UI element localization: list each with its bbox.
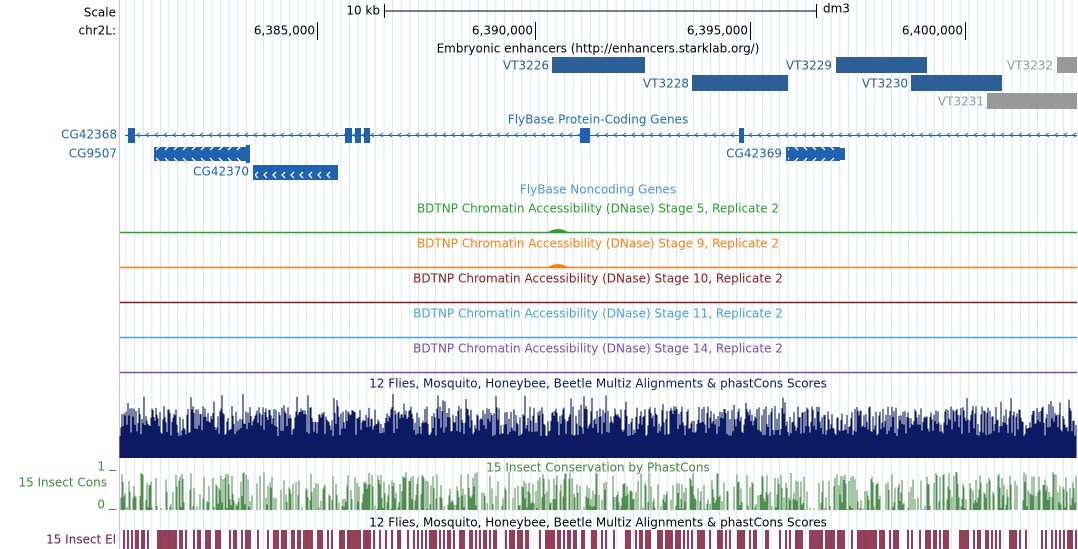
feature-label[interactable]: VT3229 bbox=[786, 59, 832, 73]
elements bbox=[123, 530, 1077, 549]
position: 6,385,000 bbox=[254, 24, 315, 38]
track-title: 12 Flies, Mosquito, Honeybee, Beetle Mul… bbox=[369, 516, 827, 530]
axis-ticks bbox=[109, 470, 116, 510]
track-label[interactable]: 15 Insect Cons bbox=[18, 476, 107, 490]
feature[interactable] bbox=[1057, 57, 1077, 73]
assembly: dm3 bbox=[823, 2, 850, 16]
track-title: BDTNP Chromatin Accessibility (DNase) St… bbox=[417, 202, 779, 216]
track-title: BDTNP Chromatin Accessibility (DNase) St… bbox=[413, 342, 783, 356]
track-title: FlyBase Noncoding Genes bbox=[520, 183, 676, 197]
gene-label[interactable]: CG42370 bbox=[193, 165, 249, 179]
wiggle bbox=[119, 394, 1077, 458]
multiz-wiggle bbox=[119, 394, 1077, 458]
track-title: FlyBase Protein-Coding Genes bbox=[508, 113, 688, 127]
feature[interactable] bbox=[552, 57, 645, 73]
gene-label[interactable]: CG42369 bbox=[726, 147, 782, 161]
exon[interactable] bbox=[840, 148, 845, 160]
feature[interactable] bbox=[911, 75, 1002, 91]
track-title: BDTNP Chromatin Accessibility (DNase) St… bbox=[413, 272, 783, 286]
axis-label: 1 bbox=[97, 460, 105, 474]
gene-label[interactable]: CG42368 bbox=[61, 128, 117, 142]
track-title: BDTNP Chromatin Accessibility (DNase) St… bbox=[417, 237, 779, 251]
feature-label[interactable]: VT3231 bbox=[938, 95, 984, 109]
track-label[interactable]: 15 Insect El bbox=[46, 533, 116, 547]
axis-label: 0 bbox=[97, 498, 105, 512]
track-title: Embryonic enhancers (http://enhancers.st… bbox=[437, 42, 760, 56]
track-title: 15 Insect Conservation by PhastCons bbox=[486, 461, 709, 475]
wiggle bbox=[120, 472, 1077, 510]
scale-span: 10 kb bbox=[346, 4, 380, 18]
peak bbox=[548, 229, 568, 232]
feature-label[interactable]: VT3228 bbox=[643, 77, 689, 91]
feature[interactable] bbox=[987, 93, 1077, 109]
ruler-ticks bbox=[317, 22, 966, 40]
conserved-elements bbox=[123, 530, 1077, 549]
feature-label[interactable]: VT3230 bbox=[862, 77, 908, 91]
scale-bar bbox=[384, 4, 817, 18]
position: 6,390,000 bbox=[472, 24, 533, 38]
strand-arrows bbox=[156, 147, 244, 161]
feature[interactable] bbox=[692, 75, 788, 91]
strand-arrows bbox=[125, 132, 1077, 138]
enhancer-features: VT3226 VT3228 VT3229 VT3230 VT3232 VT323… bbox=[503, 57, 1077, 109]
scale-label: Scale bbox=[84, 6, 116, 20]
feature-label[interactable]: VT3232 bbox=[1007, 59, 1053, 73]
strand-arrows bbox=[788, 147, 838, 161]
peak bbox=[548, 264, 568, 267]
phastcons-wiggle bbox=[120, 472, 1077, 510]
feature-label[interactable]: VT3226 bbox=[503, 59, 549, 73]
position: 6,395,000 bbox=[687, 24, 748, 38]
exons[interactable] bbox=[128, 128, 744, 143]
position: 6,400,000 bbox=[902, 24, 963, 38]
dnase-tracks: BDTNP Chromatin Accessibility (DNase) St… bbox=[120, 202, 1077, 374]
track-title: 12 Flies, Mosquito, Honeybee, Beetle Mul… bbox=[369, 377, 827, 391]
feature[interactable] bbox=[836, 57, 927, 73]
strand-arrows bbox=[255, 165, 333, 179]
gene-label[interactable]: CG9507 bbox=[69, 147, 117, 161]
chrom-label: chr2L: bbox=[79, 24, 117, 38]
gene-features: CG42368 CG9507 CG42370 CG42369 bbox=[61, 128, 1077, 180]
track-title: BDTNP Chromatin Accessibility (DNase) St… bbox=[413, 307, 783, 321]
exon[interactable] bbox=[246, 145, 250, 163]
